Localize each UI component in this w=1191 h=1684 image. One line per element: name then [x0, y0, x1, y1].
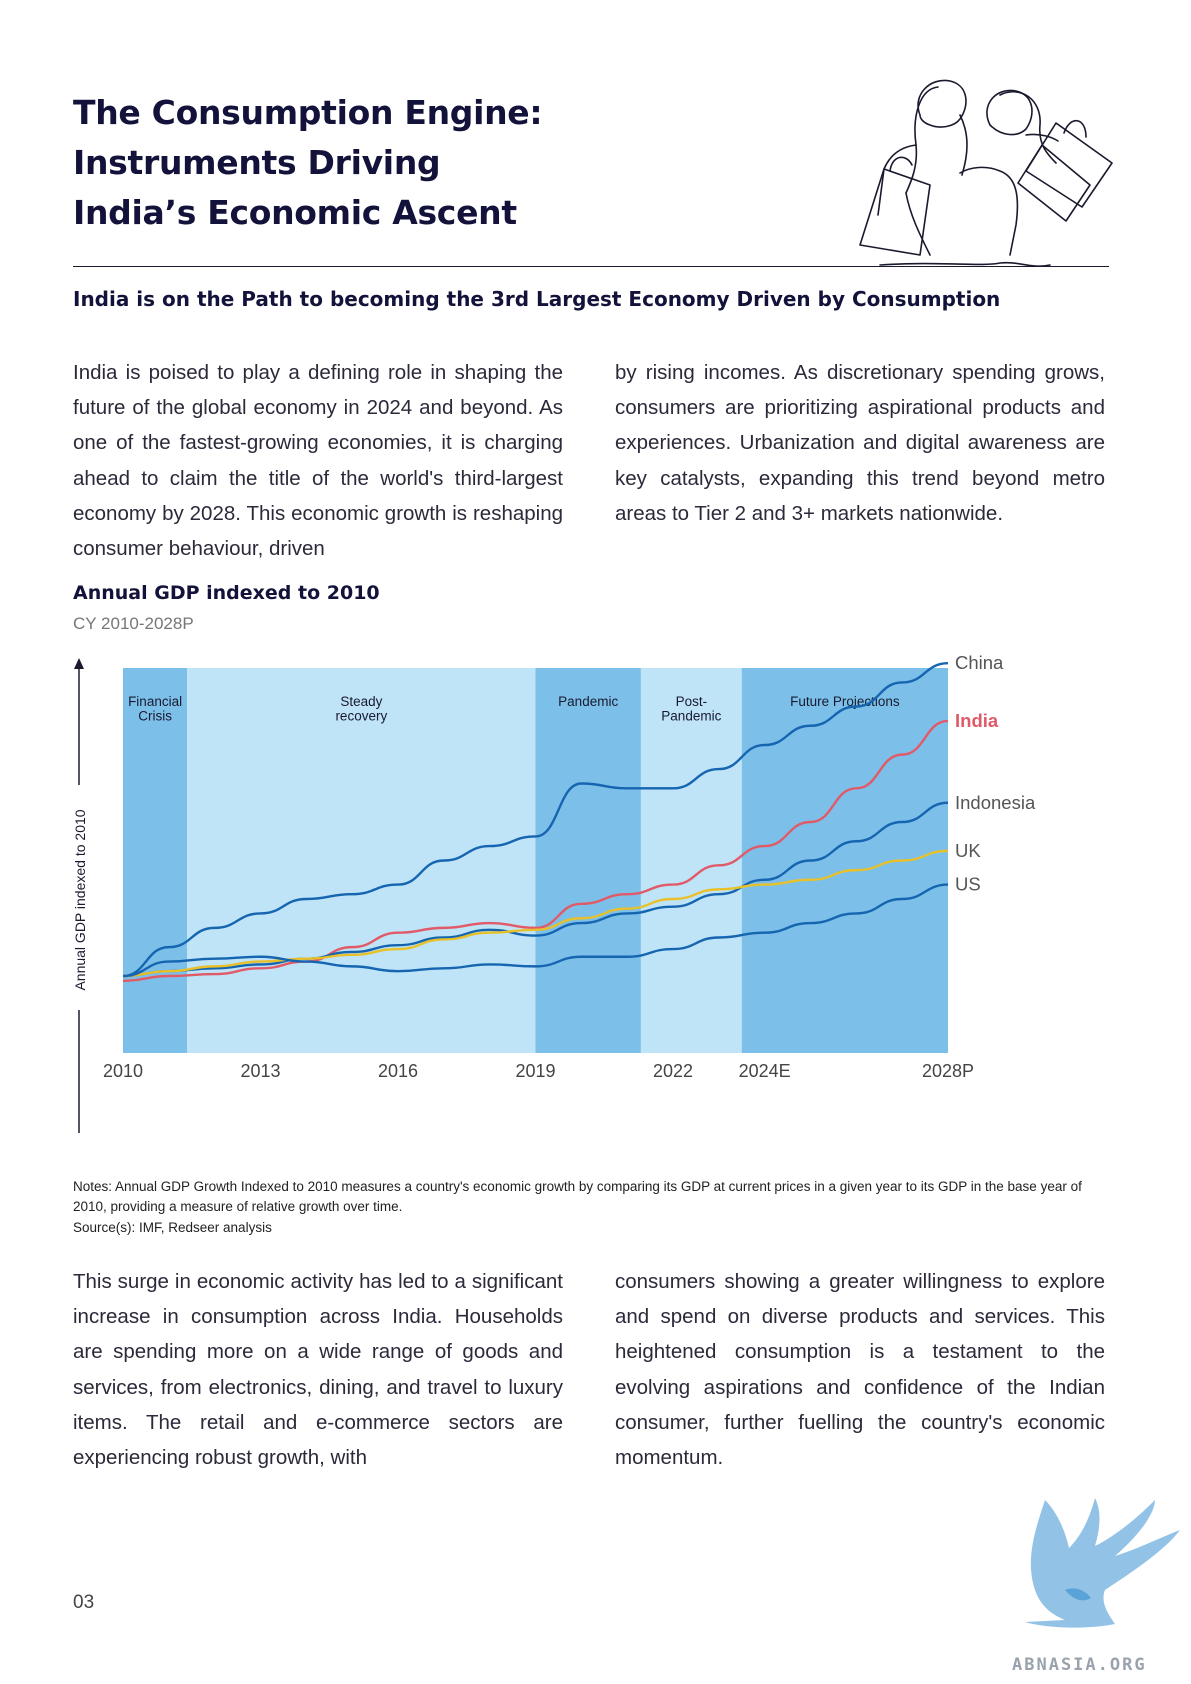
series-label-us: US	[955, 874, 981, 895]
y-axis: Annual GDP indexed to 2010	[72, 658, 88, 1133]
x-axis-ticks: 2010 2013 2016 2019 2022 2024E 2028P	[103, 1061, 974, 1081]
outro-text-right: consumers showing a greater willingness …	[615, 1270, 1105, 1470]
x-tick-2013: 2013	[240, 1061, 280, 1081]
x-tick-2019: 2019	[515, 1061, 555, 1081]
intro-text-right: by rising incomes. As discretionary spen…	[615, 361, 1105, 525]
x-tick-2022: 2022	[653, 1061, 693, 1081]
intro-text-left: India is poised to play a defining role …	[73, 361, 563, 561]
period-label-3-1: Pandemic	[661, 709, 721, 724]
page-title: The Consumption Engine: Instruments Driv…	[73, 88, 633, 238]
title-line-3: India’s Economic Ascent	[73, 193, 517, 232]
outro-text-left: This surge in economic activity has led …	[73, 1270, 563, 1470]
period-band-3	[640, 668, 742, 1053]
period-label-2-0: Pandemic	[558, 694, 618, 709]
series-labels: China India Indonesia UK US	[955, 655, 1036, 895]
series-label-india: India	[955, 710, 999, 731]
series-line-india	[122, 719, 949, 983]
period-label-0-1: Crisis	[138, 709, 172, 724]
series-lines	[122, 661, 949, 983]
title-line-2: Instruments Driving	[73, 143, 441, 182]
title-divider	[73, 266, 1109, 267]
series-line-uk	[122, 849, 949, 978]
chart-subtitle: CY 2010-2028P	[73, 614, 194, 633]
watermark-text: ABNASIA.ORG	[1012, 1655, 1147, 1675]
page-number: 03	[73, 1592, 95, 1613]
y-axis-label: Annual GDP indexed to 2010	[72, 809, 88, 990]
series-label-china: China	[955, 655, 1004, 673]
chart-title: Annual GDP indexed to 2010	[73, 582, 380, 604]
chart-notes: Notes: Annual GDP Growth Indexed to 2010…	[73, 1179, 1082, 1214]
period-band-0	[123, 668, 188, 1053]
series-line-indonesia	[122, 801, 949, 978]
period-label-1-1: recovery	[335, 709, 387, 724]
x-tick-2010: 2010	[103, 1061, 143, 1081]
series-line-china	[122, 661, 949, 978]
chart-source: Source(s): IMF, Redseer analysis	[73, 1220, 272, 1235]
period-label-4-0: Future Projections	[790, 694, 900, 709]
period-label-3-0: Post-	[676, 694, 708, 709]
series-label-indonesia: Indonesia	[955, 792, 1036, 813]
period-label-1-0: Steady	[340, 694, 382, 709]
period-band-4	[741, 668, 948, 1053]
series-line-us	[122, 883, 949, 978]
period-bands	[123, 668, 948, 1053]
x-tick-2028p: 2028P	[922, 1061, 974, 1081]
y-axis-arrow-icon	[74, 658, 84, 669]
x-tick-2016: 2016	[378, 1061, 418, 1081]
shopping-women-line-art	[859, 79, 1113, 267]
section-subtitle: India is on the Path to becoming the 3rd…	[73, 287, 1001, 311]
title-line-1: The Consumption Engine:	[73, 93, 543, 132]
series-label-uk: UK	[955, 840, 981, 861]
griffin-logo-icon	[1025, 1498, 1180, 1628]
x-tick-2024e: 2024E	[739, 1061, 791, 1081]
period-band-2	[535, 668, 641, 1053]
period-label-0-0: Financial	[128, 694, 182, 709]
period-band-1	[187, 668, 536, 1053]
